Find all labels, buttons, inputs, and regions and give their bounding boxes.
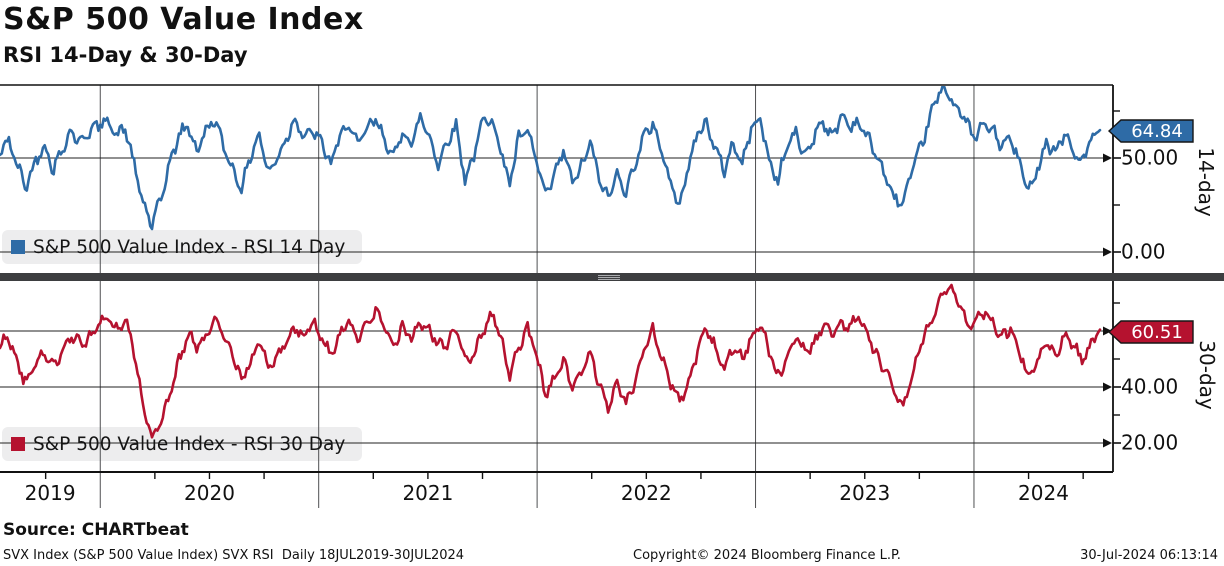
legend-label-14: S&P 500 Value Index - RSI 14 Day [33,236,346,258]
x-axis-year-label: 2019 [24,481,76,505]
last-value-badge-14: 64.84 [1107,119,1194,143]
last-value-badge-30: 60.51 [1107,320,1194,344]
badge-pointer-30 [1107,320,1194,344]
y-axis-tick-label: 0.00 [1121,239,1166,264]
legend-swatch-14-icon [11,240,25,254]
divider-grip-icon[interactable] [598,278,620,280]
rsi-series-14-day [0,86,1102,231]
x-axis-year-label: 2023 [839,481,891,505]
y-axis-tick-label: 20.00 [1121,430,1179,455]
x-axis-year-label: 2020 [184,481,235,505]
chart-subtitle: RSI 14-Day & 30-Day [3,43,248,67]
divider-grip-icon[interactable] [598,274,620,276]
footer-copyright: Copyright© 2024 Bloomberg Finance L.P. [633,548,901,563]
legend-swatch-30-icon [11,437,25,451]
x-axis-year-label: 2021 [402,481,454,505]
badge-value-14: 64.84 [1131,121,1183,142]
x-axis-year-label: 2024 [1018,481,1069,505]
gridline-arrow-icon [1103,153,1112,163]
axis-title-30-day: 30-day [1195,340,1219,410]
legend-background [2,427,362,461]
x-axis-year-label: 2022 [620,481,672,505]
legend-rsi-30[interactable]: S&P 500 Value Index - RSI 30 Day [2,427,362,461]
badge-value-30: 60.51 [1131,322,1183,343]
badge-pointer-14 [1107,119,1194,143]
gridline-arrow-icon [1103,382,1112,392]
y-axis-tick-label: 40.00 [1121,374,1179,399]
divider-grip-icon[interactable] [598,276,620,278]
legend-label-30: S&P 500 Value Index - RSI 30 Day [33,433,346,455]
gridline-arrow-icon [1103,247,1112,257]
source-label: Source: CHARTbeat [3,520,189,540]
gridline-arrow-icon [1103,438,1112,448]
y-axis-tick-label: 50.00 [1121,145,1179,170]
gridline-arrow-icon [1103,326,1112,336]
footer-timestamp: 30-Jul-2024 06:13:14 [1080,548,1218,563]
legend-rsi-14[interactable]: S&P 500 Value Index - RSI 14 Day [2,230,362,264]
legend-background [2,230,362,264]
axis-title-14-day: 14-day [1194,147,1218,217]
footer-description: SVX Index (S&P 500 Value Index) SVX RSI … [3,548,465,563]
chart-title: S&P 500 Value Index [3,2,364,37]
rsi-series-30-day [0,283,1102,439]
